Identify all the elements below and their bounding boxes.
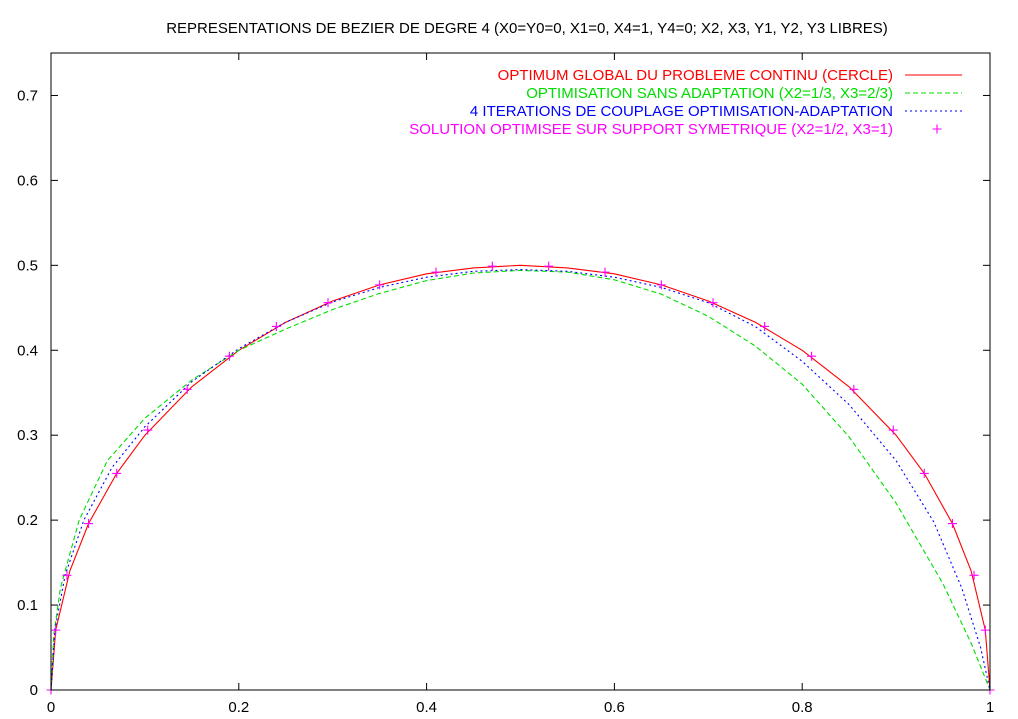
data-point <box>431 267 441 277</box>
data-point <box>487 261 497 271</box>
series-line <box>50 264 991 691</box>
y-tick-label: 0.5 <box>17 257 38 274</box>
data-point <box>143 425 153 435</box>
data-point <box>969 570 979 580</box>
y-tick-label: 0.1 <box>17 597 38 614</box>
data-point <box>544 261 554 271</box>
data-point <box>919 468 929 478</box>
x-tick-label: 0 <box>47 699 55 716</box>
x-tick-label: 0.6 <box>604 699 625 716</box>
chart-title: REPRESENTATIONS DE BEZIER DE DEGRE 4 (X0… <box>166 20 888 37</box>
y-tick-label: 0 <box>30 682 38 699</box>
y-tick-label: 0.7 <box>17 87 38 104</box>
data-point <box>271 321 281 331</box>
data-point <box>323 298 333 308</box>
legend-label: 4 ITERATIONS DE COUPLAGE OPTIMISATION-AD… <box>470 103 893 120</box>
series-line <box>50 269 991 691</box>
data-point <box>112 468 122 478</box>
data-point <box>84 519 94 529</box>
series-line <box>50 269 991 691</box>
x-tick-label: 0.8 <box>792 699 813 716</box>
data-point <box>375 280 385 290</box>
data-point <box>182 384 192 394</box>
plot-frame <box>50 52 991 691</box>
data-point <box>656 280 666 290</box>
x-tick-label: 0.4 <box>416 699 437 716</box>
series-points <box>46 261 995 695</box>
legend: OPTIMUM GLOBAL DU PROBLEME CONTINU (CERC… <box>409 67 962 138</box>
data-point <box>760 321 770 331</box>
series-layer <box>46 261 995 695</box>
y-tick-label: 0.4 <box>17 342 38 359</box>
data-point <box>807 351 817 361</box>
data-point <box>947 519 957 529</box>
y-tick-label: 0.2 <box>17 512 38 529</box>
data-point <box>62 570 72 580</box>
legend-marker <box>932 124 942 134</box>
tick-labels: 0 0.2 0.4 0.6 0.8 1 0 0.1 0.2 0.3 0.4 0.5 0.6 0.7 <box>17 53 994 716</box>
data-point <box>888 425 898 435</box>
legend-label: SOLUTION OPTIMISEE SUR SUPPORT SYMETRIQU… <box>409 121 893 138</box>
data-point <box>51 625 61 635</box>
legend-label: OPTIMISATION SANS ADAPTATION (X2=1/3, X3… <box>526 85 893 102</box>
x-tick-label: 0.2 <box>228 699 249 716</box>
y-tick-label: 0.3 <box>17 427 38 444</box>
y-tick-label: 0.6 <box>17 172 38 189</box>
data-point <box>849 384 859 394</box>
data-point <box>600 267 610 277</box>
data-point <box>980 625 990 635</box>
x-tick-label: 1 <box>986 699 994 716</box>
data-point <box>708 298 718 308</box>
data-point <box>224 351 234 361</box>
legend-label: OPTIMUM GLOBAL DU PROBLEME CONTINU (CERC… <box>498 67 893 84</box>
